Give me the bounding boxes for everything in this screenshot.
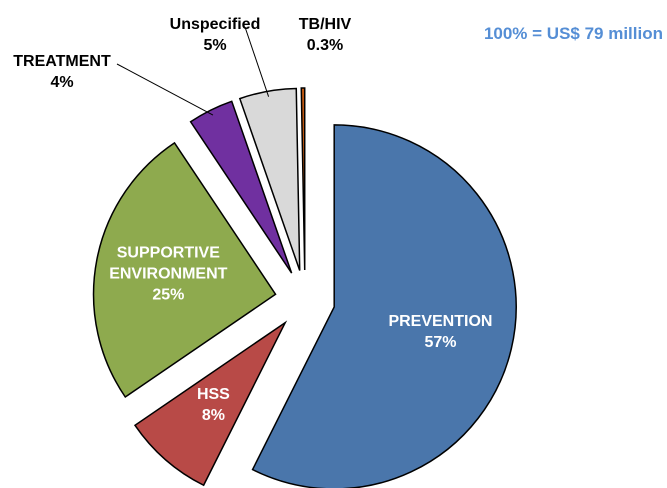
slice-label: TREATMENT 4% xyxy=(13,51,110,93)
slice-name: Unspecified xyxy=(169,16,261,33)
slice-value: 0.3% xyxy=(306,37,344,54)
pie-slice xyxy=(300,87,306,271)
slice-value: 5% xyxy=(203,37,227,54)
slice-value: 8% xyxy=(201,406,225,424)
slice-name: HSS xyxy=(196,385,230,403)
slice-label: PREVENTION 57% xyxy=(365,311,515,353)
pie-slice xyxy=(189,100,293,274)
slice-name: SUPPORTIVE ENVIRONMENT xyxy=(109,244,228,283)
leader-line xyxy=(244,26,270,97)
slice-name: TREATMENT xyxy=(13,53,111,70)
slice-label: TB/HIV 0.3% xyxy=(299,14,351,56)
leader-line xyxy=(116,63,214,116)
annotation: 100% = US$ 79 million xyxy=(483,24,663,43)
pie-slice xyxy=(238,87,301,271)
slice-name: PREVENTION xyxy=(388,313,493,331)
slice-value: 57% xyxy=(424,334,457,352)
pie-slice xyxy=(133,320,288,487)
slice-name: TB/HIV xyxy=(298,16,352,33)
pie-slice xyxy=(92,141,277,399)
slice-label: Unspecified 5% xyxy=(170,14,261,56)
slice-label: HSS 8% xyxy=(138,384,288,426)
slice-value: 4% xyxy=(50,74,74,91)
pie-slice xyxy=(251,124,517,488)
slice-value: 25% xyxy=(152,286,185,304)
slice-label: SUPPORTIVE ENVIRONMENT 25% xyxy=(93,242,243,305)
